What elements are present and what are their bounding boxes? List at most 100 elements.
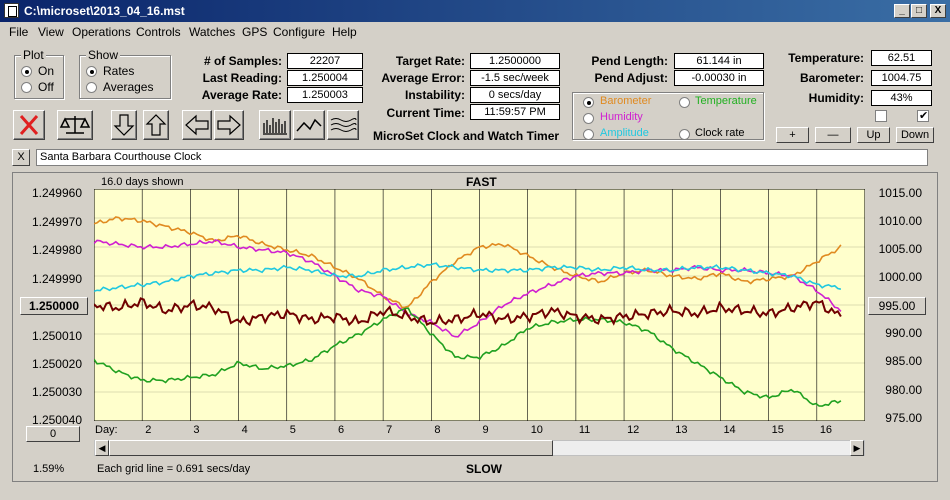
plot-group-title: Plot	[21, 48, 46, 62]
right-tick-6: 985.00	[885, 354, 922, 368]
last-reading-label: Last Reading:	[202, 71, 282, 85]
day-label-14: 14	[723, 424, 736, 436]
barometer-value: 1004.75	[871, 70, 932, 86]
window-title: C:\microset\2013_04_16.mst	[24, 4, 185, 18]
wave-graph-button[interactable]	[327, 110, 359, 140]
histogram-icon	[263, 118, 287, 135]
minimize-button[interactable]: _	[894, 4, 910, 18]
left-center-button[interactable]: 1.250000	[20, 297, 88, 315]
close-window-button[interactable]: X	[930, 4, 946, 18]
sensor-plus-button[interactable]: +	[776, 127, 809, 143]
sensor-select-group	[572, 92, 764, 140]
wave-graph-icon	[330, 118, 357, 132]
menu-operations[interactable]: Operations	[72, 25, 131, 39]
sensor-checkbox-1[interactable]	[875, 110, 887, 122]
humidity-radio[interactable]	[583, 113, 594, 124]
slow-label: SLOW	[466, 462, 502, 476]
right-center-button[interactable]: 995.00	[868, 297, 926, 315]
sensor-down-button[interactable]: Down	[896, 127, 934, 143]
left-bottom-button[interactable]: 0	[26, 426, 80, 442]
clear-title-button[interactable]: X	[12, 149, 30, 166]
samples-label: # of Samples:	[203, 54, 282, 68]
chart-panel	[12, 172, 938, 482]
left-tick-8: 1.250040	[31, 413, 82, 427]
menu-file[interactable]: File	[9, 25, 29, 39]
series-lines	[94, 216, 842, 407]
day-label-15: 15	[771, 424, 784, 436]
title-bar: C:\microset\2013_04_16.mst _ □ X	[0, 0, 950, 22]
amplitude-radio[interactable]	[583, 129, 594, 140]
target-rate-label: Target Rate:	[395, 54, 465, 68]
temperature-label: Temperature:	[788, 51, 864, 65]
chart-scrollbar[interactable]: ◀ ▶	[94, 440, 865, 456]
plot-off-label: Off	[38, 80, 54, 94]
menu-gps[interactable]: GPS	[242, 25, 268, 39]
right-tick-5: 990.00	[885, 326, 922, 340]
days-shown: 16.0 days shown	[101, 176, 184, 188]
day-axis-label: Day:	[95, 424, 118, 436]
clock-title-input[interactable]: Santa Barbara Courthouse Clock	[36, 149, 928, 166]
left-tick-1: 1.249970	[31, 215, 82, 229]
average-rate-label: Average Rate:	[201, 88, 282, 102]
average-error-label: Average Error:	[381, 71, 465, 85]
clock-rate-option: Clock rate	[695, 127, 745, 139]
plot-off-radio[interactable]	[21, 82, 32, 93]
arrow-up-button[interactable]	[143, 110, 169, 140]
line-graph-icon	[296, 118, 322, 132]
arrow-down-button[interactable]	[111, 110, 137, 140]
pend-length-label: Pend Length:	[591, 54, 668, 68]
scroll-left-button[interactable]: ◀	[95, 440, 109, 456]
sensor-checkbox-2[interactable]	[917, 109, 929, 122]
menu-help[interactable]: Help	[332, 25, 357, 39]
right-tick-0: 1015.00	[878, 186, 922, 200]
menu-view[interactable]: View	[38, 25, 64, 39]
clear-button[interactable]	[13, 110, 45, 140]
average-error-value: -1.5 sec/week	[470, 70, 560, 86]
temperature-value: 62.51	[871, 50, 932, 66]
arrow-right-button[interactable]	[214, 110, 244, 140]
show-group: Show	[79, 48, 171, 99]
day-label-5: 5	[289, 424, 296, 436]
menu-bar: File View Operations Controls Watches GP…	[0, 22, 950, 42]
maximize-button[interactable]: □	[911, 4, 927, 18]
sensor-up-button[interactable]: Up	[857, 127, 890, 143]
pend-length-value: 61.144 in	[674, 53, 764, 69]
barometer-radio[interactable]	[583, 97, 594, 108]
scroll-right-button[interactable]: ▶	[850, 440, 864, 456]
samples-value: 22207	[287, 53, 363, 69]
sensor-minus-button[interactable]: —	[815, 127, 851, 143]
clock-rate-radio[interactable]	[679, 129, 690, 140]
average-rate-value: 1.250003	[287, 87, 363, 103]
instability-label: Instability:	[404, 88, 465, 102]
line-graph-button[interactable]	[293, 110, 325, 140]
show-averages-radio[interactable]	[86, 82, 97, 93]
last-reading-value: 1.250004	[287, 70, 363, 86]
series-line-3	[94, 307, 842, 407]
menu-controls[interactable]: Controls	[136, 25, 181, 39]
target-rate-value: 1.2500000	[470, 53, 560, 69]
current-time-label: Current Time:	[386, 106, 465, 120]
plot-on-radio[interactable]	[21, 66, 32, 77]
histogram-button[interactable]	[259, 110, 291, 140]
series-line-4	[94, 297, 842, 327]
right-tick-8: 975.00	[885, 411, 922, 425]
scroll-thumb[interactable]	[109, 440, 553, 456]
day-label-10: 10	[530, 424, 543, 436]
day-label-3: 3	[193, 424, 200, 436]
humidity-value: 43%	[871, 90, 932, 106]
menu-watches[interactable]: Watches	[189, 25, 236, 39]
menu-configure[interactable]: Configure	[273, 25, 326, 39]
day-label-6: 6	[337, 424, 345, 436]
show-rates-radio[interactable]	[86, 66, 97, 77]
humidity-option: Humidity	[600, 111, 643, 123]
series-line-0	[94, 216, 842, 309]
percent-readout: 1.59%	[33, 463, 65, 475]
arrow-up-icon	[145, 114, 167, 136]
arrow-down-icon	[113, 114, 135, 136]
right-tick-2: 1005.00	[878, 242, 922, 256]
temperature-radio[interactable]	[679, 97, 690, 108]
arrow-left-button[interactable]	[182, 110, 212, 140]
balance-button[interactable]	[57, 110, 93, 140]
right-tick-7: 980.00	[885, 383, 922, 397]
app-icon	[4, 3, 19, 18]
